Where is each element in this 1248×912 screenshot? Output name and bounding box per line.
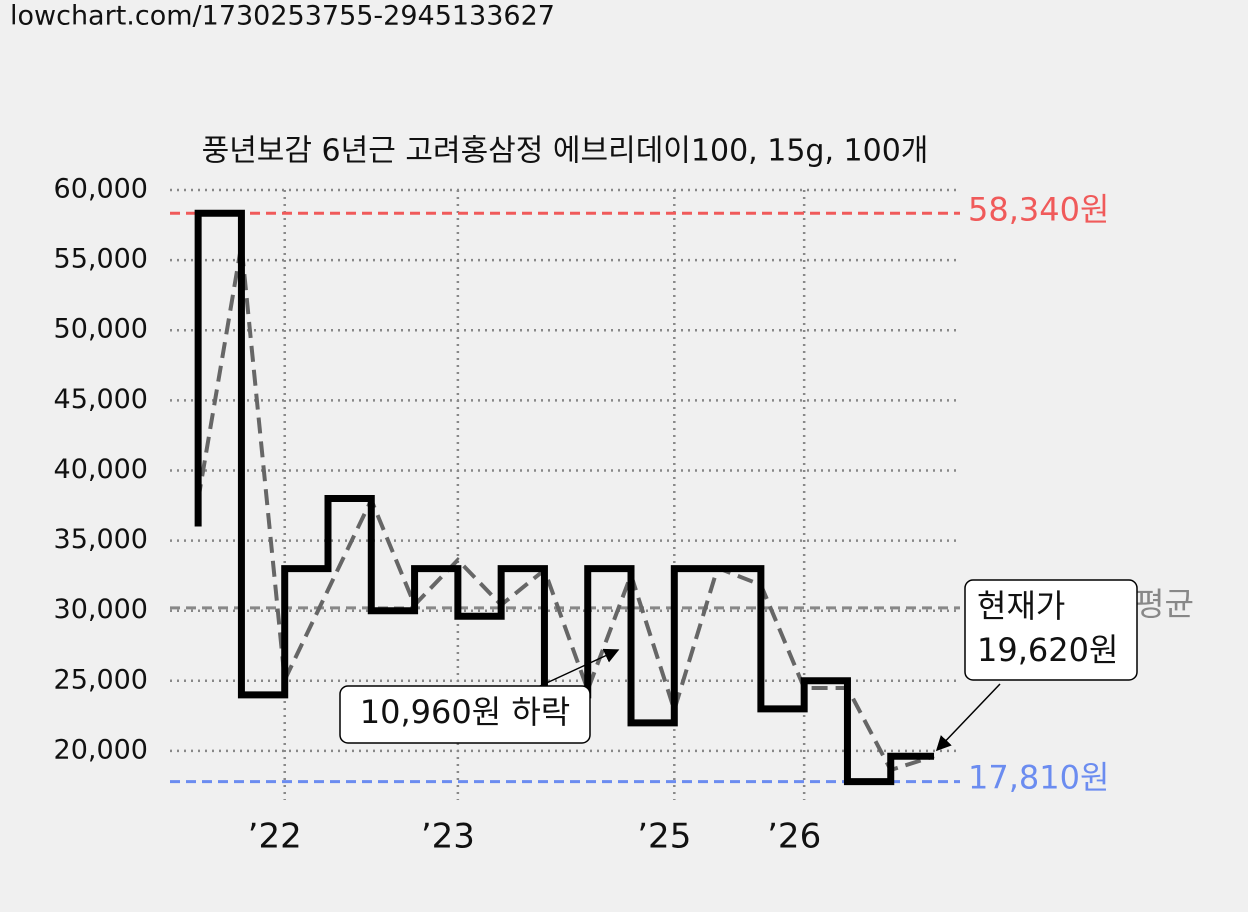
reference-label: 58,340원	[968, 190, 1109, 228]
y-tick-label: 55,000	[54, 244, 148, 275]
annotation-text: 현재가	[977, 587, 1065, 625]
y-tick-label: 60,000	[54, 174, 148, 205]
annotation-text: 19,620원	[977, 631, 1118, 669]
y-tick-label: 20,000	[54, 734, 148, 765]
price-line	[194, 209, 935, 786]
reference-label: 평균	[1135, 585, 1194, 623]
reference-label: 17,810원	[968, 759, 1109, 797]
url: lowchart.com/1730253755-2945133627	[10, 1, 555, 32]
annotation-arrow	[935, 683, 1001, 752]
annotation-arrow	[539, 648, 620, 687]
y-tick-label: 40,000	[54, 454, 148, 485]
y-tick-label: 25,000	[54, 664, 148, 695]
y-tick-label: 50,000	[54, 314, 148, 345]
trend-line	[196, 244, 935, 773]
chart-title: 풍년보감 6년근 고려홍삼정 에브리데이100, 15g, 100개	[202, 134, 929, 169]
annotation-text: 10,960원 하락	[360, 693, 570, 731]
x-tick-label: ’25	[637, 817, 691, 857]
x-tick-label: ’23	[421, 817, 475, 857]
y-tick-label: 35,000	[54, 524, 148, 555]
y-tick-label: 45,000	[54, 384, 148, 415]
x-tick-label: ’22	[248, 817, 302, 857]
annotation-box	[339, 685, 591, 744]
annotation-box	[964, 579, 1138, 681]
x-tick-label: ’26	[767, 817, 821, 857]
y-tick-label: 30,000	[54, 594, 148, 625]
